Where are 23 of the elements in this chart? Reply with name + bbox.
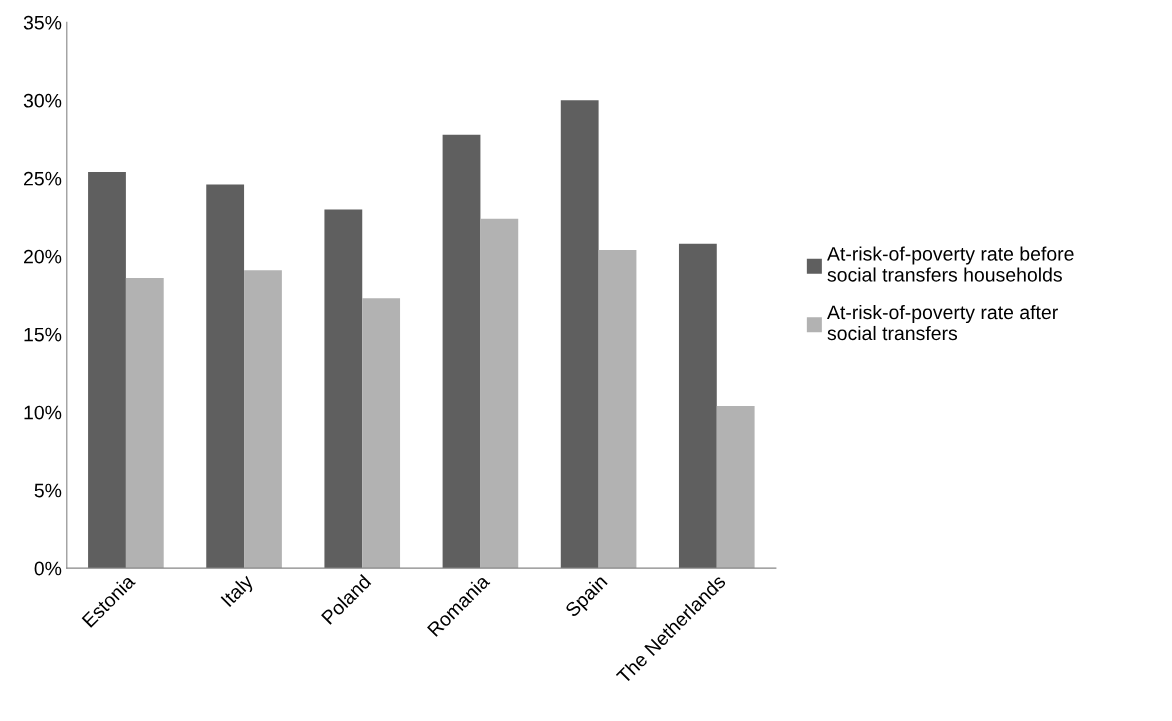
y-tick-label: 25% (24, 171, 62, 186)
bar (125, 278, 164, 569)
bar (244, 270, 282, 569)
bar (206, 184, 245, 569)
bar (362, 298, 401, 569)
x-tick-label: Italy (220, 573, 257, 610)
bar (598, 250, 637, 569)
legend-label: At-risk-of-poverty rate after social transfers (827, 304, 1058, 341)
y-tick-label: 5% (34, 483, 62, 498)
bar (88, 172, 126, 569)
y-tick-label: 10% (24, 405, 62, 420)
y-tick-label: 35% (23, 15, 62, 30)
bar (324, 209, 363, 569)
y-tick-label: 20% (24, 249, 62, 264)
y-tick-label: 15% (24, 327, 62, 342)
legend-label: At-risk-of-poverty rate before social transfers households (827, 246, 1074, 282)
bar (480, 218, 519, 569)
bar (560, 100, 599, 569)
bar (442, 134, 481, 569)
y-tick-label: 30% (23, 93, 62, 108)
bar (678, 243, 717, 569)
y-tick-label: 0% (34, 561, 62, 576)
bar (716, 405, 755, 569)
